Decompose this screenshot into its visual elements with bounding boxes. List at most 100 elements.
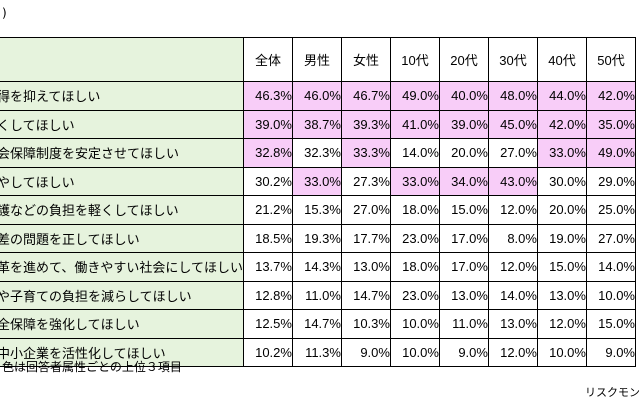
row-label: 護などの負担を軽くしてほしい bbox=[0, 195, 244, 225]
value-cell: 30.2% bbox=[242, 166, 293, 196]
row-label: 得を抑えてほしい bbox=[0, 81, 244, 111]
table-body: 得を抑えてほしい 46.3% 46.0% 46.7% 49.0% 40.0% 48.0% 44… bbox=[0, 81, 637, 367]
row-label: 会保障制度を安定させてほしい bbox=[0, 138, 244, 168]
value-cell: 11.3% bbox=[291, 337, 342, 367]
value-cell: 10.0% bbox=[389, 309, 440, 339]
column-header: 50代 bbox=[585, 37, 637, 82]
value-cell: 12.5% bbox=[242, 309, 293, 339]
value-cell: 27.0% bbox=[487, 138, 538, 168]
survey-table: 全体 男性 女性 10代 20代 30代 40代 50代 得を抑えてほしい 46.… bbox=[0, 37, 637, 367]
value-cell: 14.3% bbox=[291, 252, 342, 282]
footnote: 色は回答者属性ごとの上位３項目 bbox=[2, 360, 182, 374]
value-cell: 23.0% bbox=[389, 280, 440, 310]
value-cell: 39.0% bbox=[242, 109, 293, 139]
row-label: 中小企業を活性化してほしい bbox=[0, 337, 244, 367]
value-cell: 17.0% bbox=[438, 252, 489, 282]
value-cell: 40.0% bbox=[438, 81, 489, 111]
value-cell: 20.0% bbox=[438, 138, 489, 168]
table-row: 得を抑えてほしい 46.3% 46.0% 46.7% 49.0% 40.0% 48.0% 44… bbox=[0, 81, 637, 111]
value-cell: 30.0% bbox=[536, 166, 587, 196]
value-cell: 32.8% bbox=[242, 138, 293, 168]
value-cell: 11.0% bbox=[438, 309, 489, 339]
value-cell: 14.7% bbox=[291, 309, 342, 339]
value-cell: 12.0% bbox=[487, 337, 538, 367]
row-label: 全保障を強化してほしい bbox=[0, 309, 244, 339]
value-cell: 13.0% bbox=[536, 280, 587, 310]
row-label: やしてほしい bbox=[0, 166, 244, 196]
value-cell: 12.0% bbox=[487, 195, 538, 225]
value-cell: 10.0% bbox=[389, 337, 440, 367]
value-cell: 15.0% bbox=[536, 252, 587, 282]
row-label-text: 革を進めて、働きやすい社会にしてほしい bbox=[0, 260, 243, 276]
header-row: 全体 男性 女性 10代 20代 30代 40代 50代 bbox=[0, 37, 637, 82]
row-label-text: 全保障を強化してほしい bbox=[0, 317, 140, 333]
value-cell: 18.5% bbox=[242, 223, 293, 253]
value-cell: 27.3% bbox=[340, 166, 391, 196]
value-cell: 41.0% bbox=[389, 109, 440, 139]
column-header: 女性 bbox=[340, 37, 391, 82]
value-cell: 33.0% bbox=[291, 166, 342, 196]
table-row: やしてほしい 30.2% 33.0% 27.3% 33.0% 34.0% 43.0% 30.0… bbox=[0, 166, 637, 196]
value-cell: 34.0% bbox=[438, 166, 489, 196]
value-cell: 27.0% bbox=[340, 195, 391, 225]
value-cell: 49.0% bbox=[389, 81, 440, 111]
row-label-text: 会保障制度を安定させてほしい bbox=[0, 146, 180, 162]
column-header: 30代 bbox=[487, 37, 538, 82]
value-cell: 20.0% bbox=[536, 195, 587, 225]
top-note: ) bbox=[2, 6, 7, 20]
value-cell: 14.7% bbox=[340, 280, 391, 310]
value-cell: 46.7% bbox=[340, 81, 391, 111]
value-cell: 14.0% bbox=[487, 280, 538, 310]
row-label: 差の問題を正してほしい bbox=[0, 223, 244, 253]
value-cell: 29.0% bbox=[585, 166, 637, 196]
value-cell: 10.3% bbox=[340, 309, 391, 339]
value-cell: 42.0% bbox=[536, 109, 587, 139]
value-cell: 12.8% bbox=[242, 280, 293, 310]
value-cell: 13.7% bbox=[242, 252, 293, 282]
row-label-text: 護などの負担を軽くしてほしい bbox=[0, 203, 179, 219]
value-cell: 13.0% bbox=[487, 309, 538, 339]
value-cell: 19.0% bbox=[536, 223, 587, 253]
value-cell: 18.0% bbox=[389, 195, 440, 225]
value-cell: 39.0% bbox=[438, 109, 489, 139]
value-cell: 11.0% bbox=[291, 280, 342, 310]
value-cell: 9.0% bbox=[438, 337, 489, 367]
value-cell: 43.0% bbox=[487, 166, 538, 196]
value-cell: 19.3% bbox=[291, 223, 342, 253]
table-row: や子育ての負担を減らしてほしい 12.8% 11.0% 14.7% 23.0% 13.0%… bbox=[0, 280, 637, 310]
value-cell: 13.0% bbox=[340, 252, 391, 282]
value-cell: 9.0% bbox=[585, 337, 637, 367]
value-cell: 48.0% bbox=[487, 81, 538, 111]
value-cell: 15.3% bbox=[291, 195, 342, 225]
source-credit: リスクモン bbox=[585, 386, 640, 399]
value-cell: 15.0% bbox=[438, 195, 489, 225]
value-cell: 18.0% bbox=[389, 252, 440, 282]
table-row: 差の問題を正してほしい 18.5% 19.3% 17.7% 23.0% 17.0% 8.0%… bbox=[0, 223, 637, 253]
value-cell: 21.2% bbox=[242, 195, 293, 225]
value-cell: 49.0% bbox=[585, 138, 637, 168]
value-cell: 44.0% bbox=[536, 81, 587, 111]
column-header: 男性 bbox=[291, 37, 342, 82]
value-cell: 25.0% bbox=[585, 195, 637, 225]
column-header: 20代 bbox=[438, 37, 489, 82]
table-row: くしてほしい 39.0% 38.7% 39.3% 41.0% 39.0% 45.0% 42.0… bbox=[0, 109, 637, 139]
row-label-text: や子育ての負担を減らしてほしい bbox=[0, 288, 192, 304]
value-cell: 10.2% bbox=[242, 337, 293, 367]
value-cell: 42.0% bbox=[585, 81, 637, 111]
row-label-text: 差の問題を正してほしい bbox=[0, 231, 140, 247]
table-row: 革を進めて、働きやすい社会にしてほしい 13.7% 14.3% 13.0% 18.0% 1… bbox=[0, 252, 637, 282]
column-header: 全体 bbox=[242, 37, 293, 82]
value-cell: 33.3% bbox=[340, 138, 391, 168]
row-label-text: やしてほしい bbox=[0, 174, 75, 190]
row-label: や子育ての負担を減らしてほしい bbox=[0, 280, 244, 310]
value-cell: 13.0% bbox=[438, 280, 489, 310]
table-row: 中小企業を活性化してほしい 10.2% 11.3% 9.0% 10.0% 9.0% 12.0… bbox=[0, 337, 637, 367]
value-cell: 23.0% bbox=[389, 223, 440, 253]
table-row: 護などの負担を軽くしてほしい 21.2% 15.3% 27.0% 18.0% 15.0% 1… bbox=[0, 195, 637, 225]
value-cell: 17.0% bbox=[438, 223, 489, 253]
header-corner bbox=[0, 37, 244, 82]
value-cell: 45.0% bbox=[487, 109, 538, 139]
value-cell: 32.3% bbox=[291, 138, 342, 168]
value-cell: 46.0% bbox=[291, 81, 342, 111]
value-cell: 14.0% bbox=[389, 138, 440, 168]
